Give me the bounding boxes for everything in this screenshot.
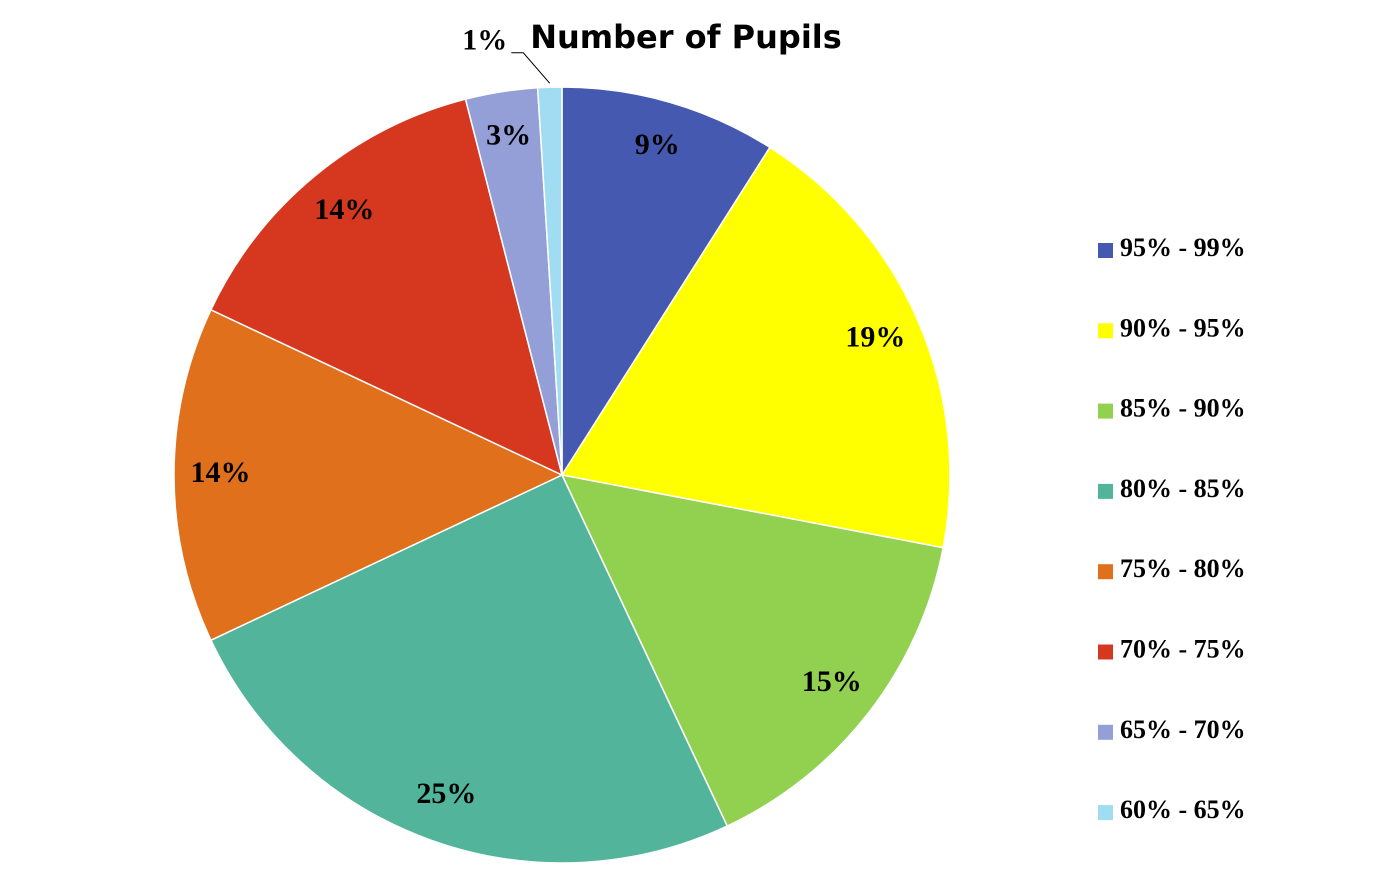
data-label: 15% [802,665,862,698]
pie-slice [561,86,771,478]
legend-label: 65% - 70% [1120,715,1246,744]
legend-swatch [1098,403,1113,419]
pie-slice [209,474,729,864]
legend-swatch [1098,805,1113,821]
data-label: 25% [416,777,476,810]
legend-swatch [1098,564,1113,580]
legend-label: 90% - 95% [1120,313,1246,342]
data-label: 9% [635,128,680,161]
data-label: 14% [314,193,374,226]
leader-line [511,52,551,84]
data-label: 3% [486,119,531,152]
pie-slice [173,308,564,642]
legend-swatch [1098,483,1113,499]
legend-swatch [1098,644,1113,660]
pie-slice [209,98,564,477]
pie-slice [560,146,951,549]
data-label: 14% [191,456,251,489]
legend-swatch [1098,724,1113,740]
chart-title: Number of Pupils [530,18,842,56]
legend-label: 95% - 99% [1120,233,1246,262]
legend-label: 70% - 75% [1120,634,1246,663]
legend-swatch [1098,323,1113,339]
legend-label: 80% - 85% [1120,474,1246,503]
pie-slice [560,473,945,828]
legend-swatch [1098,243,1113,258]
data-label: 19% [845,320,905,353]
legend-label: 60% - 65% [1120,795,1246,824]
data-label: 1% [462,24,507,57]
legend-label: 85% - 90% [1120,394,1246,423]
legend-label: 75% - 80% [1120,554,1246,583]
pie-slice [536,86,563,476]
